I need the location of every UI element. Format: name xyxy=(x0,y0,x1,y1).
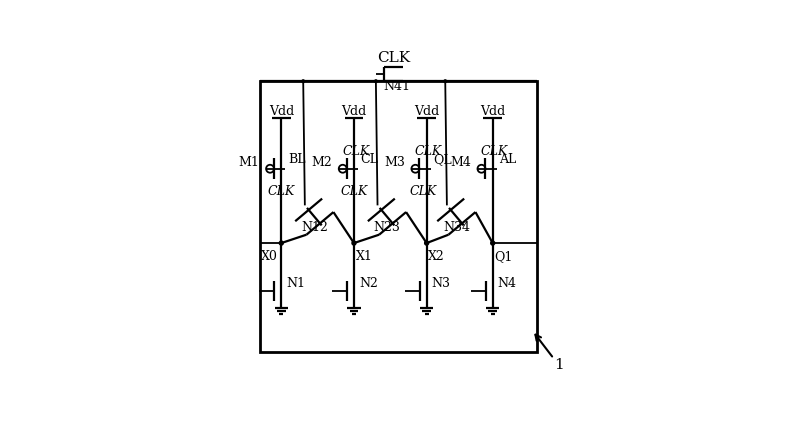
Text: CLK: CLK xyxy=(410,185,437,198)
Circle shape xyxy=(352,241,356,245)
Text: N41: N41 xyxy=(383,81,410,94)
Text: CLK: CLK xyxy=(414,145,442,158)
Circle shape xyxy=(444,80,446,82)
Text: N34: N34 xyxy=(443,221,470,234)
Text: N3: N3 xyxy=(432,277,450,290)
Text: M1: M1 xyxy=(238,156,260,169)
Text: 1: 1 xyxy=(554,358,563,372)
Text: M4: M4 xyxy=(450,156,471,169)
Text: CLK: CLK xyxy=(377,51,410,65)
Bar xyxy=(260,81,537,352)
Text: CL: CL xyxy=(360,153,379,166)
Text: Vdd: Vdd xyxy=(414,105,439,118)
Circle shape xyxy=(279,241,283,245)
Text: N2: N2 xyxy=(359,277,378,290)
Text: N1: N1 xyxy=(286,277,305,290)
Text: Q1: Q1 xyxy=(494,250,512,263)
Text: X1: X1 xyxy=(355,250,372,263)
Text: Vdd: Vdd xyxy=(269,105,294,118)
Text: N4: N4 xyxy=(497,277,516,290)
Text: M2: M2 xyxy=(312,156,332,169)
Text: CLK: CLK xyxy=(481,145,508,158)
Text: M3: M3 xyxy=(384,156,405,169)
Text: CLK: CLK xyxy=(268,185,295,198)
Text: X2: X2 xyxy=(428,250,445,263)
Text: AL: AL xyxy=(499,153,516,166)
Text: Vdd: Vdd xyxy=(341,105,367,118)
Circle shape xyxy=(491,241,495,245)
Text: CLK: CLK xyxy=(340,185,367,198)
Text: Vdd: Vdd xyxy=(480,105,505,118)
Text: N12: N12 xyxy=(301,221,328,234)
Text: QL: QL xyxy=(434,153,452,166)
Circle shape xyxy=(425,241,429,245)
Text: X0: X0 xyxy=(261,250,278,263)
Circle shape xyxy=(375,80,377,82)
Text: N23: N23 xyxy=(374,221,400,234)
Text: CLK: CLK xyxy=(342,145,369,158)
Circle shape xyxy=(302,80,304,82)
Text: BL: BL xyxy=(288,153,305,166)
